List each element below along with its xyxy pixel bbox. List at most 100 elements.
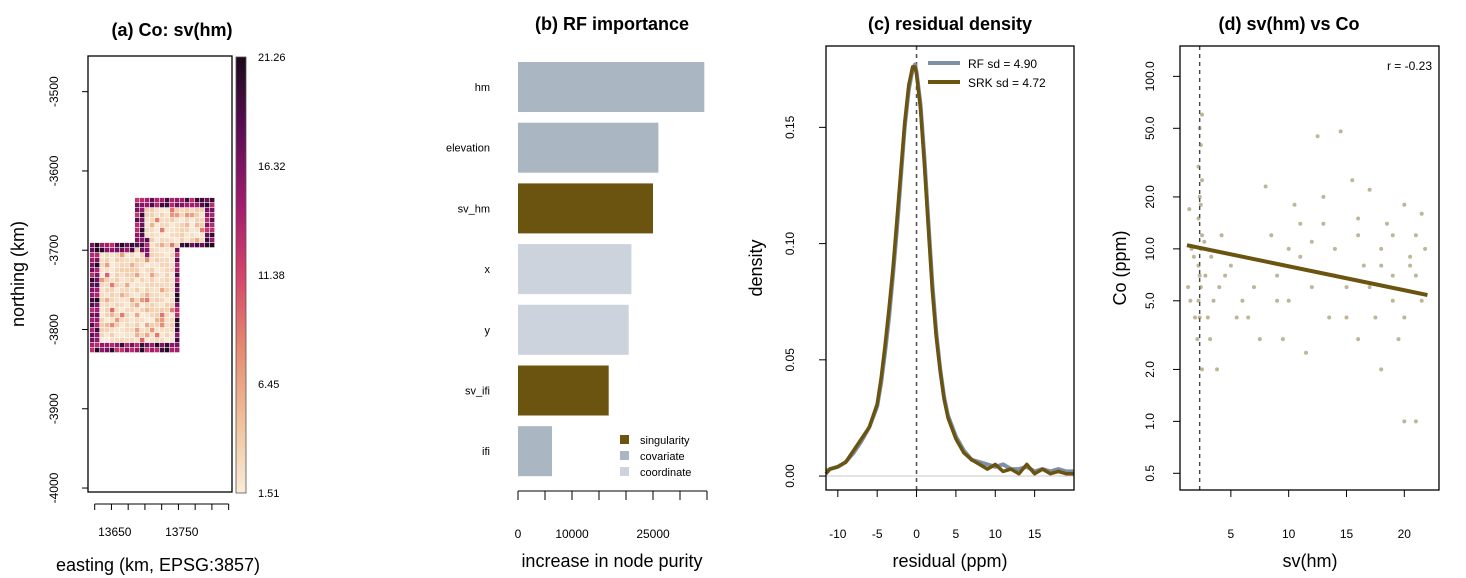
map-cell bbox=[95, 332, 100, 338]
scatter-point bbox=[1367, 285, 1372, 290]
map-cell bbox=[165, 247, 170, 253]
map-cell bbox=[115, 327, 120, 333]
map-cell bbox=[130, 252, 135, 258]
map-cell bbox=[130, 287, 135, 293]
map-cell bbox=[145, 327, 150, 333]
map-cell bbox=[210, 242, 215, 248]
map-cell bbox=[135, 202, 140, 208]
map-cell bbox=[125, 322, 130, 328]
map-cell bbox=[130, 307, 135, 313]
map-cell bbox=[165, 202, 170, 208]
map-cell bbox=[135, 317, 140, 323]
scatter-point bbox=[1200, 233, 1204, 238]
map-cell bbox=[100, 297, 105, 303]
map-cell bbox=[110, 347, 115, 353]
map-cell bbox=[125, 272, 130, 278]
map-cell bbox=[155, 292, 160, 298]
map-cell bbox=[145, 272, 150, 278]
scatter-point bbox=[1197, 273, 1202, 278]
map-cell bbox=[145, 262, 150, 268]
map-cell bbox=[160, 282, 165, 288]
map-cell bbox=[130, 332, 135, 338]
panel-a-x-label: easting (km, EPSG:3857) bbox=[56, 555, 260, 575]
map-cell bbox=[165, 232, 170, 238]
map-cell bbox=[165, 237, 170, 243]
map-cell bbox=[195, 237, 200, 243]
scatter-point bbox=[1200, 367, 1204, 372]
map-cell bbox=[150, 342, 155, 348]
map-cell bbox=[150, 302, 155, 308]
scatter-point bbox=[1390, 298, 1395, 303]
map-cell bbox=[130, 317, 135, 323]
map-cell bbox=[210, 222, 215, 228]
map-cell bbox=[165, 292, 170, 298]
map-cell bbox=[165, 267, 170, 273]
scatter-point bbox=[1275, 273, 1280, 278]
map-cell bbox=[135, 267, 140, 273]
map-cell bbox=[95, 282, 100, 288]
map-cell bbox=[125, 317, 130, 323]
map-cell bbox=[165, 307, 170, 313]
map-cell bbox=[145, 197, 150, 203]
map-cell bbox=[185, 202, 190, 208]
map-cell bbox=[115, 297, 120, 303]
map-cell bbox=[205, 227, 210, 233]
map-cell bbox=[140, 342, 145, 348]
panel-a-x-axis: 13650 13750 bbox=[94, 503, 230, 539]
map-cell bbox=[125, 302, 130, 308]
map-cell bbox=[105, 282, 110, 288]
map-cell bbox=[105, 277, 110, 283]
panel-c-x-tick-label: 0 bbox=[913, 527, 920, 541]
map-cell bbox=[130, 267, 135, 273]
scatter-point bbox=[1257, 337, 1262, 342]
legend-label-0: RF sd = 4.90 bbox=[968, 57, 1037, 71]
map-cell bbox=[110, 332, 115, 338]
scatter-point bbox=[1367, 187, 1372, 192]
map-cell bbox=[150, 207, 155, 213]
map-cell bbox=[170, 202, 175, 208]
map-cell bbox=[160, 232, 165, 238]
scatter-point bbox=[1408, 254, 1413, 259]
map-cell bbox=[210, 232, 215, 238]
panel-d-y-tick-label: 2.0 bbox=[1143, 361, 1157, 378]
map-cell bbox=[105, 312, 110, 318]
map-cell bbox=[100, 312, 105, 318]
map-cell bbox=[90, 292, 95, 298]
scatter-point bbox=[1408, 263, 1413, 268]
map-cell bbox=[165, 252, 170, 258]
map-cell bbox=[115, 347, 120, 353]
scatter-point bbox=[1379, 246, 1384, 251]
scatter-point bbox=[1350, 178, 1355, 183]
scatter-point bbox=[1413, 419, 1418, 424]
map-cell bbox=[105, 247, 110, 253]
map-cell bbox=[90, 267, 95, 273]
map-cell bbox=[120, 277, 125, 283]
map-cell bbox=[175, 217, 180, 223]
map-cell bbox=[150, 262, 155, 268]
map-cell bbox=[165, 337, 170, 343]
map-cell bbox=[205, 217, 210, 223]
panel-d-x-label: sv(hm) bbox=[1283, 551, 1338, 571]
map-cell bbox=[130, 347, 135, 353]
map-cell bbox=[170, 207, 175, 213]
bar-label: y bbox=[485, 325, 491, 337]
map-cell bbox=[120, 297, 125, 303]
map-cell bbox=[140, 222, 145, 228]
map-cell bbox=[210, 207, 215, 213]
panel-c: (c) residual density -10 -5 0 5 10 15 0.000.0… bbox=[746, 14, 1075, 571]
map-cell bbox=[140, 327, 145, 333]
map-cell bbox=[190, 232, 195, 238]
map-cell bbox=[170, 322, 175, 328]
map-cell bbox=[150, 307, 155, 313]
panel-c-y-axis: 0.00 0.05 0.10 0.15 bbox=[783, 115, 826, 488]
map-cell bbox=[160, 322, 165, 328]
scatter-point bbox=[1332, 246, 1337, 251]
map-cell bbox=[130, 322, 135, 328]
density-line-1 bbox=[824, 65, 1074, 476]
map-cell bbox=[130, 312, 135, 318]
map-cell bbox=[110, 297, 115, 303]
map-cell bbox=[140, 237, 145, 243]
map-cell bbox=[145, 282, 150, 288]
map-cell bbox=[170, 237, 175, 243]
map-cell bbox=[150, 237, 155, 243]
